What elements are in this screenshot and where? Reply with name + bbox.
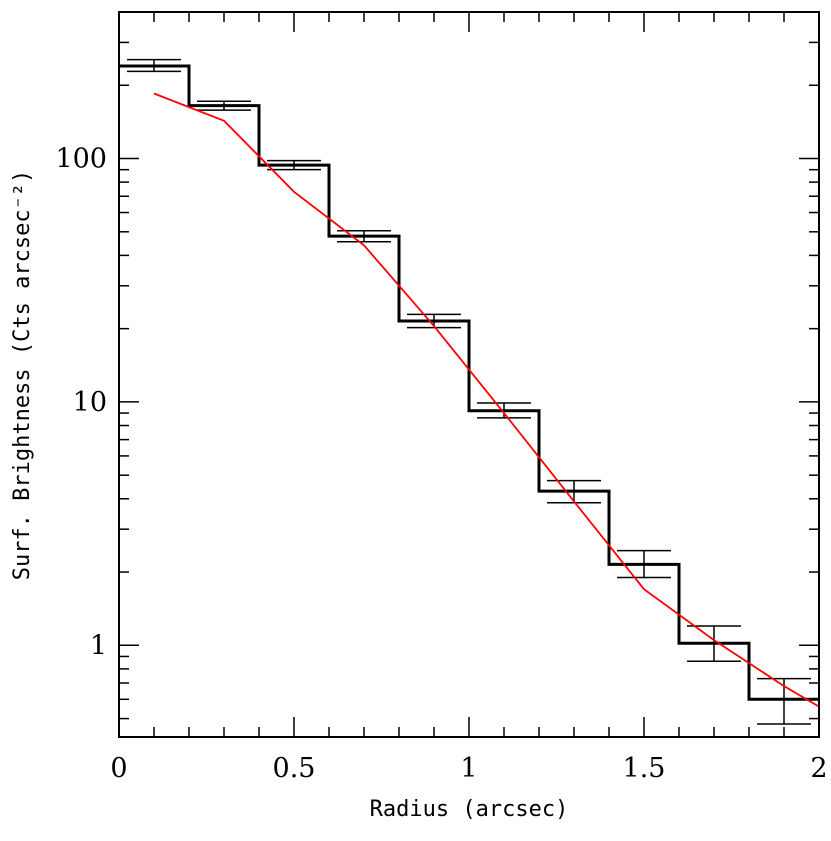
observed-profile-series [119,64,819,701]
tick-labels: 0 0.5 1 1.5 2 1 10 100 [55,144,827,784]
y-axis-label: Surf. Brightness (Cts arcsec⁻²) [10,170,35,581]
model-series [153,92,820,708]
x-tick-label: 1 [460,753,477,784]
x-tick-label: 2 [810,753,827,784]
x-tick-label: 0.5 [273,753,316,784]
y-tick-label: 10 [73,387,107,418]
plot-frame [118,11,820,738]
tick-marks [118,11,820,737]
model-line [153,92,820,708]
x-axis-label: Radius (arcsec) [370,797,569,822]
x-tick-label: 0 [110,753,127,784]
observed-profile-steps [119,64,819,701]
y-tick-label: 1 [90,630,107,661]
x-tick-label: 1.5 [623,753,666,784]
y-tick-label: 100 [55,144,107,175]
